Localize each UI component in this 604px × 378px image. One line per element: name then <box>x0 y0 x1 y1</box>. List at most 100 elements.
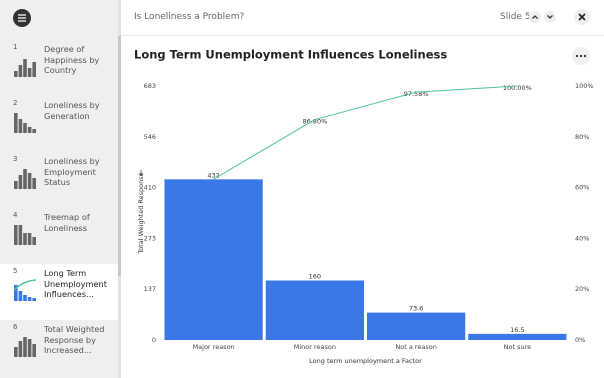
thumbnail-bar <box>18 341 23 357</box>
prev-button[interactable] <box>529 11 541 23</box>
x-tick-label: Minor reason <box>294 343 336 351</box>
thumbnail-bar <box>14 285 18 301</box>
menu-icon <box>18 14 26 22</box>
slide-item[interactable]: 6 Total Weighted Response by Increased... <box>0 320 118 376</box>
bar <box>367 312 466 340</box>
thumbnail-bar <box>23 233 27 245</box>
y2-tick-label: 40% <box>575 234 589 242</box>
thumbnail-bar <box>14 181 18 189</box>
slide-title: Degree of Happiness by Country <box>44 44 100 76</box>
slide-item[interactable]: 3 Loneliness by Employment Status <box>0 152 118 208</box>
slide-number: 4 <box>13 211 18 219</box>
next-button[interactable] <box>544 11 556 23</box>
thumbnail-bar <box>27 173 32 189</box>
slide-thumbnail <box>14 169 36 189</box>
slide-title: Loneliness by Employment Status <box>44 156 100 188</box>
bar <box>468 333 567 340</box>
thumbnail-bar <box>27 68 32 77</box>
scroll-thumb[interactable] <box>118 36 121 276</box>
presentation-title: Is Loneliness a Problem? <box>134 12 245 22</box>
thumbnail-bar <box>27 339 32 357</box>
thumbnail-bar <box>14 71 18 77</box>
line-value-label: 97.58% <box>404 90 429 98</box>
thumbnail-bar <box>23 295 27 301</box>
thumbnail-bar <box>32 129 36 133</box>
thumbnail-bar <box>18 291 23 301</box>
sidebar: 1 Degree of Happiness by Country 2 Loneline… <box>0 0 118 378</box>
chart-title: Long Term Unemployment Influences Loneli… <box>134 48 447 62</box>
sort-arrow[interactable]: ↓ <box>138 169 145 178</box>
y2-tick-label: 100% <box>575 82 594 90</box>
bar-value-label: 73.6 <box>409 305 423 313</box>
thumbnail-bar <box>23 59 27 77</box>
y2-tick-label: 20% <box>575 285 589 293</box>
x-axis-label: Long term unemployment a Factor <box>309 357 422 365</box>
y-tick-label: 683 <box>144 82 156 90</box>
y-tick-label: 546 <box>144 133 156 141</box>
slide-thumbnail <box>14 59 36 77</box>
up-icon <box>532 15 538 19</box>
thumbnail-bar <box>32 298 36 301</box>
slide-thumbnail <box>14 225 36 245</box>
thumbnail-line <box>13 279 37 291</box>
down-icon <box>547 15 553 19</box>
slide-item[interactable]: 1 Degree of Happiness by Country <box>0 40 118 96</box>
thumbnail-bar <box>32 237 36 245</box>
thumbnail-bar <box>14 113 18 133</box>
y-tick-label: 410 <box>144 184 156 192</box>
thumbnail-bar <box>32 62 36 77</box>
thumbnail-bar <box>27 297 32 301</box>
slide-number: 5 <box>13 267 18 275</box>
bar-value-label: 160 <box>309 272 321 280</box>
slide-thumbnail <box>14 113 36 133</box>
slide-thumbnail <box>13 279 37 301</box>
thumbnail-bar <box>18 175 23 189</box>
slide-number: 1 <box>13 43 18 51</box>
divider <box>121 35 604 36</box>
line-value-label: 86.80% <box>302 118 327 126</box>
slide-number: 3 <box>13 155 18 163</box>
slide-thumbnail <box>14 337 36 357</box>
slide-title: Loneliness by Generation <box>44 100 100 121</box>
bar <box>164 179 263 340</box>
x-tick-label: Not a reason <box>395 343 437 351</box>
bar-value-label: 16.5 <box>510 326 524 334</box>
thumbnail-bar <box>27 233 32 245</box>
slide-number: 2 <box>13 99 18 107</box>
slide-title: Long Term Unemployment Influences... <box>44 268 107 300</box>
slide-number: 6 <box>13 323 18 331</box>
slide-item[interactable]: 2 Loneliness by Generation <box>0 96 118 152</box>
line-value-label: 100.00% <box>503 84 532 92</box>
y-tick-label: 0 <box>152 336 156 344</box>
x-tick-label: Not sure <box>504 343 532 351</box>
thumbnail-bar <box>18 65 23 77</box>
cumulative-line <box>213 85 518 180</box>
slide-title: Total Weighted Response by Increased... <box>44 324 105 356</box>
thumbnail-bar <box>32 344 36 357</box>
scrollbar[interactable] <box>118 0 121 378</box>
close-icon <box>578 13 586 21</box>
thumbnail-bar <box>14 347 18 357</box>
y-axis-label: Total Weighted Response <box>137 172 145 254</box>
thumbnail-bar <box>27 127 32 133</box>
y-tick-label: 137 <box>144 285 156 293</box>
y-tick-label: 273 <box>144 234 156 242</box>
thumbnail-bar <box>23 169 27 189</box>
slide-item[interactable]: 5 Long Term Unemployment Influences... <box>0 264 118 320</box>
thumbnail-bar <box>18 225 23 245</box>
y2-tick-label: 0% <box>575 336 585 344</box>
bar-value-label: 432 <box>207 171 219 179</box>
y2-tick-label: 80% <box>575 133 589 141</box>
slide-indicator: Slide 5 <box>500 12 531 22</box>
y2-tick-label: 60% <box>575 184 589 192</box>
slide-item[interactable]: 4 Treemap of Loneliness <box>0 208 118 264</box>
x-tick-label: Major reason <box>193 343 235 351</box>
thumbnail-bar <box>32 178 36 189</box>
thumbnail-bar <box>18 119 23 133</box>
thumbnail-bar <box>14 225 18 245</box>
slide-title: Treemap of Loneliness <box>44 212 90 233</box>
bar <box>265 280 364 340</box>
thumbnail-bar <box>23 337 27 357</box>
